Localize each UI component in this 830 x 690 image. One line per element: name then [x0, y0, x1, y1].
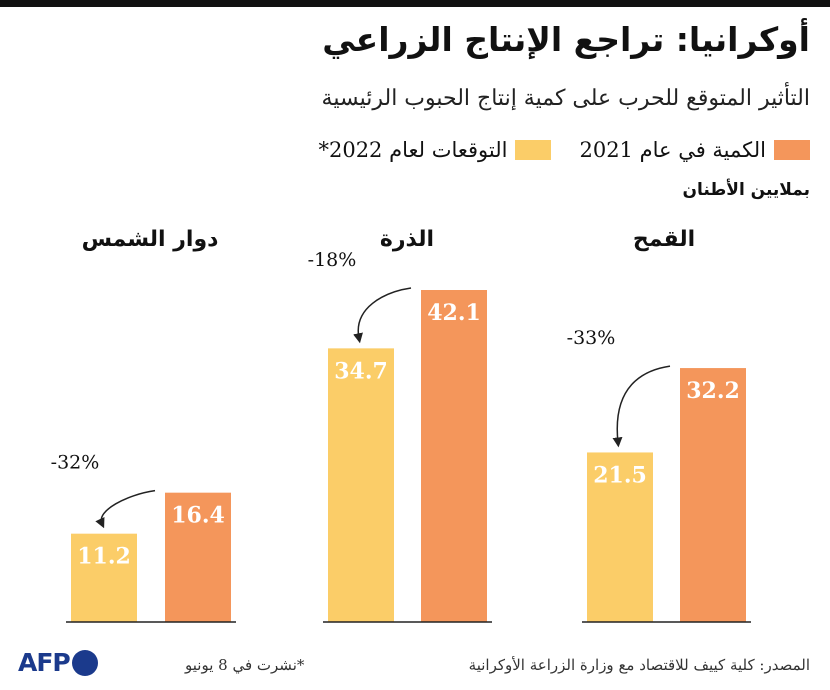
- bar-actual-1: [421, 290, 487, 622]
- change-label-1: -18%: [308, 249, 357, 271]
- value-label-actual-0: 32.2: [686, 378, 740, 404]
- page-title: أوكرانيا: تراجع الإنتاج الزراعي: [322, 20, 810, 59]
- publish-note: *نشرت في 8 يونيو: [185, 656, 305, 674]
- bar-actual-2: [165, 492, 231, 622]
- change-arrow-2: [95, 489, 156, 529]
- unit-label: بملايين الأطنان: [682, 180, 810, 200]
- bar-forecast-2: [71, 533, 137, 622]
- bar-forecast-1: [328, 348, 394, 622]
- source-note: المصدر: كلية كييف للاقتصاد مع وزارة الزر…: [468, 656, 810, 674]
- change-arrow-1: [353, 287, 412, 344]
- change-arrow-0: [612, 365, 671, 448]
- category-label-2: دوار الشمس: [82, 227, 219, 252]
- value-label-forecast-1: 34.7: [334, 358, 388, 384]
- bar-forecast-0: [587, 452, 653, 622]
- legend-item-actual: الكمية في عام 2021: [579, 136, 810, 164]
- afp-logo-text: AFP: [18, 648, 71, 677]
- category-label-1: الذرة: [380, 227, 434, 252]
- legend-label-actual: الكمية في عام 2021: [579, 138, 766, 162]
- value-label-actual-2: 16.4: [171, 503, 225, 529]
- bar-actual-0: [680, 368, 746, 622]
- afp-logo-dot-icon: [71, 649, 98, 676]
- afp-logo: AFP: [18, 648, 98, 677]
- legend-swatch-forecast: [515, 140, 552, 160]
- top-rule: [0, 0, 830, 7]
- change-label-2: -32%: [51, 452, 100, 474]
- value-label-forecast-0: 21.5: [593, 462, 647, 488]
- value-label-actual-1: 42.1: [427, 300, 481, 326]
- legend-swatch-actual: [774, 140, 810, 160]
- change-label-0: -33%: [567, 327, 616, 349]
- category-label-0: القمح: [633, 227, 695, 252]
- legend-label-forecast: التوقعات لعام 2022*: [318, 138, 508, 162]
- value-label-forecast-2: 11.2: [77, 544, 131, 570]
- legend-item-forecast: التوقعات لعام 2022*: [318, 136, 552, 164]
- legend: الكمية في عام 2021 التوقعات لعام 2022*: [318, 136, 810, 164]
- page-subtitle: التأثير المتوقع للحرب على كمية إنتاج الح…: [321, 86, 810, 111]
